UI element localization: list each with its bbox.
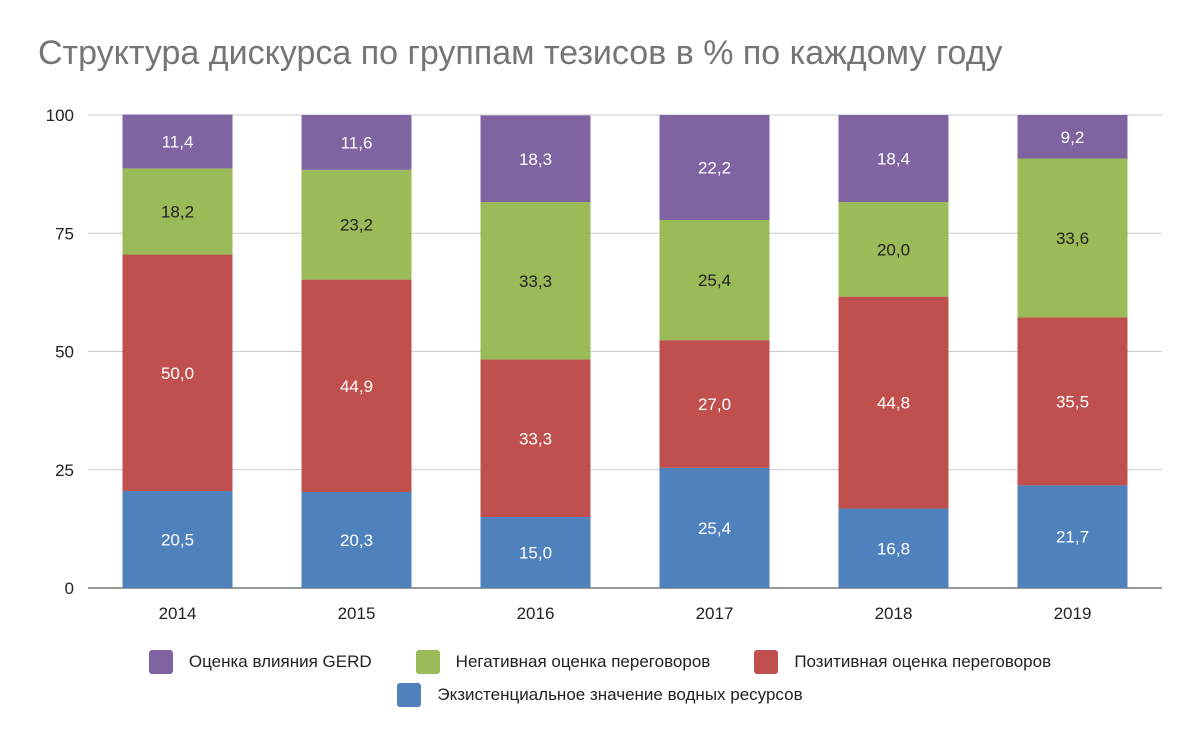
data-label-2019-1: 35,5	[1056, 392, 1089, 411]
data-label-2017-2: 25,4	[698, 271, 731, 290]
bar-segment-2019-1	[1017, 317, 1128, 486]
legend-swatch	[754, 650, 779, 674]
bar-segment-2019-3	[1017, 115, 1128, 159]
data-label-2015-3: 11,6	[341, 133, 373, 152]
bar-segment-2017-3	[659, 115, 770, 221]
legend-swatch	[148, 650, 173, 674]
data-label-2018-1: 44,8	[877, 394, 910, 413]
data-label-2014-3: 11,4	[162, 132, 194, 151]
bar-segment-2016-1	[480, 359, 591, 518]
data-label-2019-3: 9,2	[1061, 128, 1085, 147]
x-tick-label-2015: 2015	[338, 604, 376, 623]
bar-segment-2016-3	[480, 115, 591, 203]
legend-item: Позитивная оценка переговоров	[754, 650, 1051, 674]
data-label-2016-3: 18,3	[519, 150, 552, 169]
bar-segment-2018-0	[838, 508, 949, 588]
data-label-2014-1: 50,0	[161, 364, 194, 383]
legend-label: Экзистенциальное значение водных ресурсо…	[437, 685, 803, 704]
bar-segment-2017-1	[659, 340, 770, 468]
data-label-2019-2: 33,6	[1056, 229, 1089, 248]
legend-item: Оценка влияния GERD	[148, 650, 372, 674]
data-label-2016-1: 33,3	[519, 429, 552, 448]
y-tick-label-25: 25	[55, 461, 74, 480]
bar-segment-2014-3	[122, 114, 233, 169]
data-label-2016-0: 15,0	[519, 544, 552, 563]
legend-row-1: Оценка влияния GERD Негативная оценка пер…	[0, 650, 1200, 674]
legend-label: Оценка влияния GERD	[188, 652, 372, 671]
x-tick-label-2019: 2019	[1054, 604, 1092, 623]
bar-segment-2014-1	[122, 254, 233, 492]
data-label-2018-0: 16,8	[877, 539, 910, 558]
y-tick-label-100: 100	[46, 106, 74, 125]
legend-label: Позитивная оценка переговоров	[794, 652, 1052, 671]
bar-segment-2019-0	[1017, 485, 1128, 588]
y-tick-label-50: 50	[55, 343, 74, 362]
bar-segment-2017-0	[659, 467, 770, 588]
chart-title: Структура дискурса по группам тезисов в …	[38, 34, 1003, 72]
bar-segment-2018-2	[838, 202, 949, 297]
x-tick-label-2016: 2016	[517, 604, 555, 623]
data-label-2015-0: 20,3	[340, 531, 373, 550]
data-label-2017-3: 22,2	[698, 159, 731, 178]
data-label-2015-2: 23,2	[340, 216, 373, 235]
legend-swatch	[397, 683, 422, 707]
data-label-2015-1: 44,9	[340, 377, 373, 396]
bar-segment-2019-2	[1017, 158, 1128, 318]
x-tick-label-2014: 2014	[159, 604, 197, 623]
bar-segment-2015-2	[301, 169, 412, 280]
bar-segment-2016-2	[480, 202, 591, 360]
legend-swatch	[415, 650, 440, 674]
data-label-2018-2: 20,0	[877, 240, 910, 259]
y-tick-label-0: 0	[65, 579, 74, 598]
legend-row-2: Экзистенциальное значение водных ресурсо…	[0, 683, 1200, 707]
bar-segment-2015-3	[301, 115, 412, 170]
bar-segment-2015-1	[301, 279, 412, 492]
legend-item: Негативная оценка переговоров	[415, 650, 711, 674]
bar-segment-2018-1	[838, 296, 949, 509]
y-tick-label-75: 75	[55, 224, 74, 243]
x-tick-label-2018: 2018	[875, 604, 913, 623]
x-tick-label-2017: 2017	[696, 604, 734, 623]
data-label-2019-0: 21,7	[1056, 528, 1089, 547]
data-label-2018-3: 18,4	[877, 150, 910, 169]
data-label-2016-2: 33,3	[519, 272, 552, 291]
bar-segment-2016-0	[480, 517, 591, 588]
bar-segment-2014-0	[122, 491, 233, 588]
legend-item: Экзистенциальное значение водных ресурсо…	[397, 683, 803, 707]
bar-segment-2014-2	[122, 168, 233, 255]
data-label-2017-1: 27,0	[698, 395, 731, 414]
data-label-2014-2: 18,2	[161, 202, 194, 221]
legend-label: Негативная оценка переговоров	[455, 652, 711, 671]
bar-segment-2015-0	[301, 491, 412, 588]
data-label-2017-0: 25,4	[698, 519, 731, 538]
data-label-2014-0: 20,5	[161, 531, 194, 550]
bar-segment-2018-3	[838, 115, 949, 203]
bar-segment-2017-2	[659, 220, 770, 341]
